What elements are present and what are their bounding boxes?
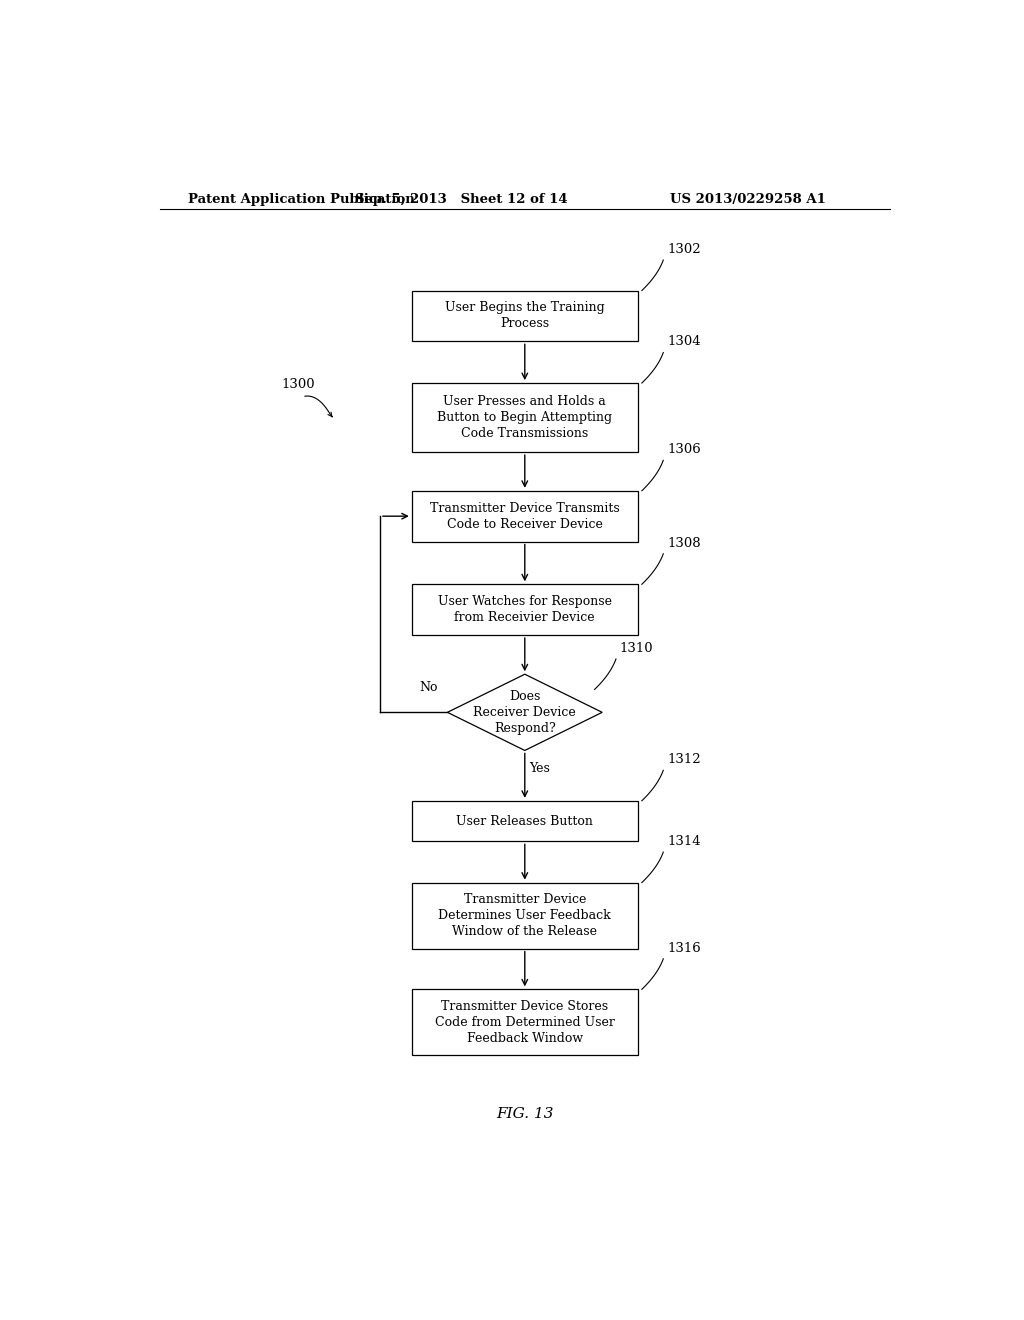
Text: User Watches for Response
from Receivier Device: User Watches for Response from Receivier… [438,595,611,624]
Text: 1312: 1312 [668,754,700,766]
Text: 1314: 1314 [668,836,700,847]
Text: 1308: 1308 [668,537,700,549]
Text: Sep. 5, 2013   Sheet 12 of 14: Sep. 5, 2013 Sheet 12 of 14 [355,193,567,206]
Text: 1304: 1304 [668,335,700,348]
Text: Transmitter Device
Determines User Feedback
Window of the Release: Transmitter Device Determines User Feedb… [438,894,611,939]
Text: No: No [420,681,438,694]
Text: 1300: 1300 [282,378,315,391]
Polygon shape [447,675,602,751]
Bar [412,585,638,635]
Text: User Releases Button: User Releases Button [457,814,593,828]
Text: FIG. 13: FIG. 13 [496,1106,554,1121]
Text: 1302: 1302 [668,243,700,256]
Text: Transmitter Device Transmits
Code to Receiver Device: Transmitter Device Transmits Code to Rec… [430,502,620,531]
Text: 1310: 1310 [620,642,653,655]
Text: Patent Application Publication: Patent Application Publication [187,193,415,206]
Bar [412,989,638,1056]
Text: 1316: 1316 [668,941,701,954]
Bar [412,883,638,949]
Text: Transmitter Device Stores
Code from Determined User
Feedback Window: Transmitter Device Stores Code from Dete… [435,999,614,1045]
Text: 1306: 1306 [668,444,701,457]
Bar [412,491,638,541]
Text: US 2013/0229258 A1: US 2013/0229258 A1 [671,193,826,206]
Text: User Presses and Holds a
Button to Begin Attempting
Code Transmissions: User Presses and Holds a Button to Begin… [437,395,612,440]
Text: User Begins the Training
Process: User Begins the Training Process [444,301,605,330]
Bar [412,290,638,342]
Bar [412,801,638,841]
Text: Yes: Yes [529,762,551,775]
Bar [412,383,638,453]
Text: Does
Receiver Device
Respond?: Does Receiver Device Respond? [473,690,577,735]
